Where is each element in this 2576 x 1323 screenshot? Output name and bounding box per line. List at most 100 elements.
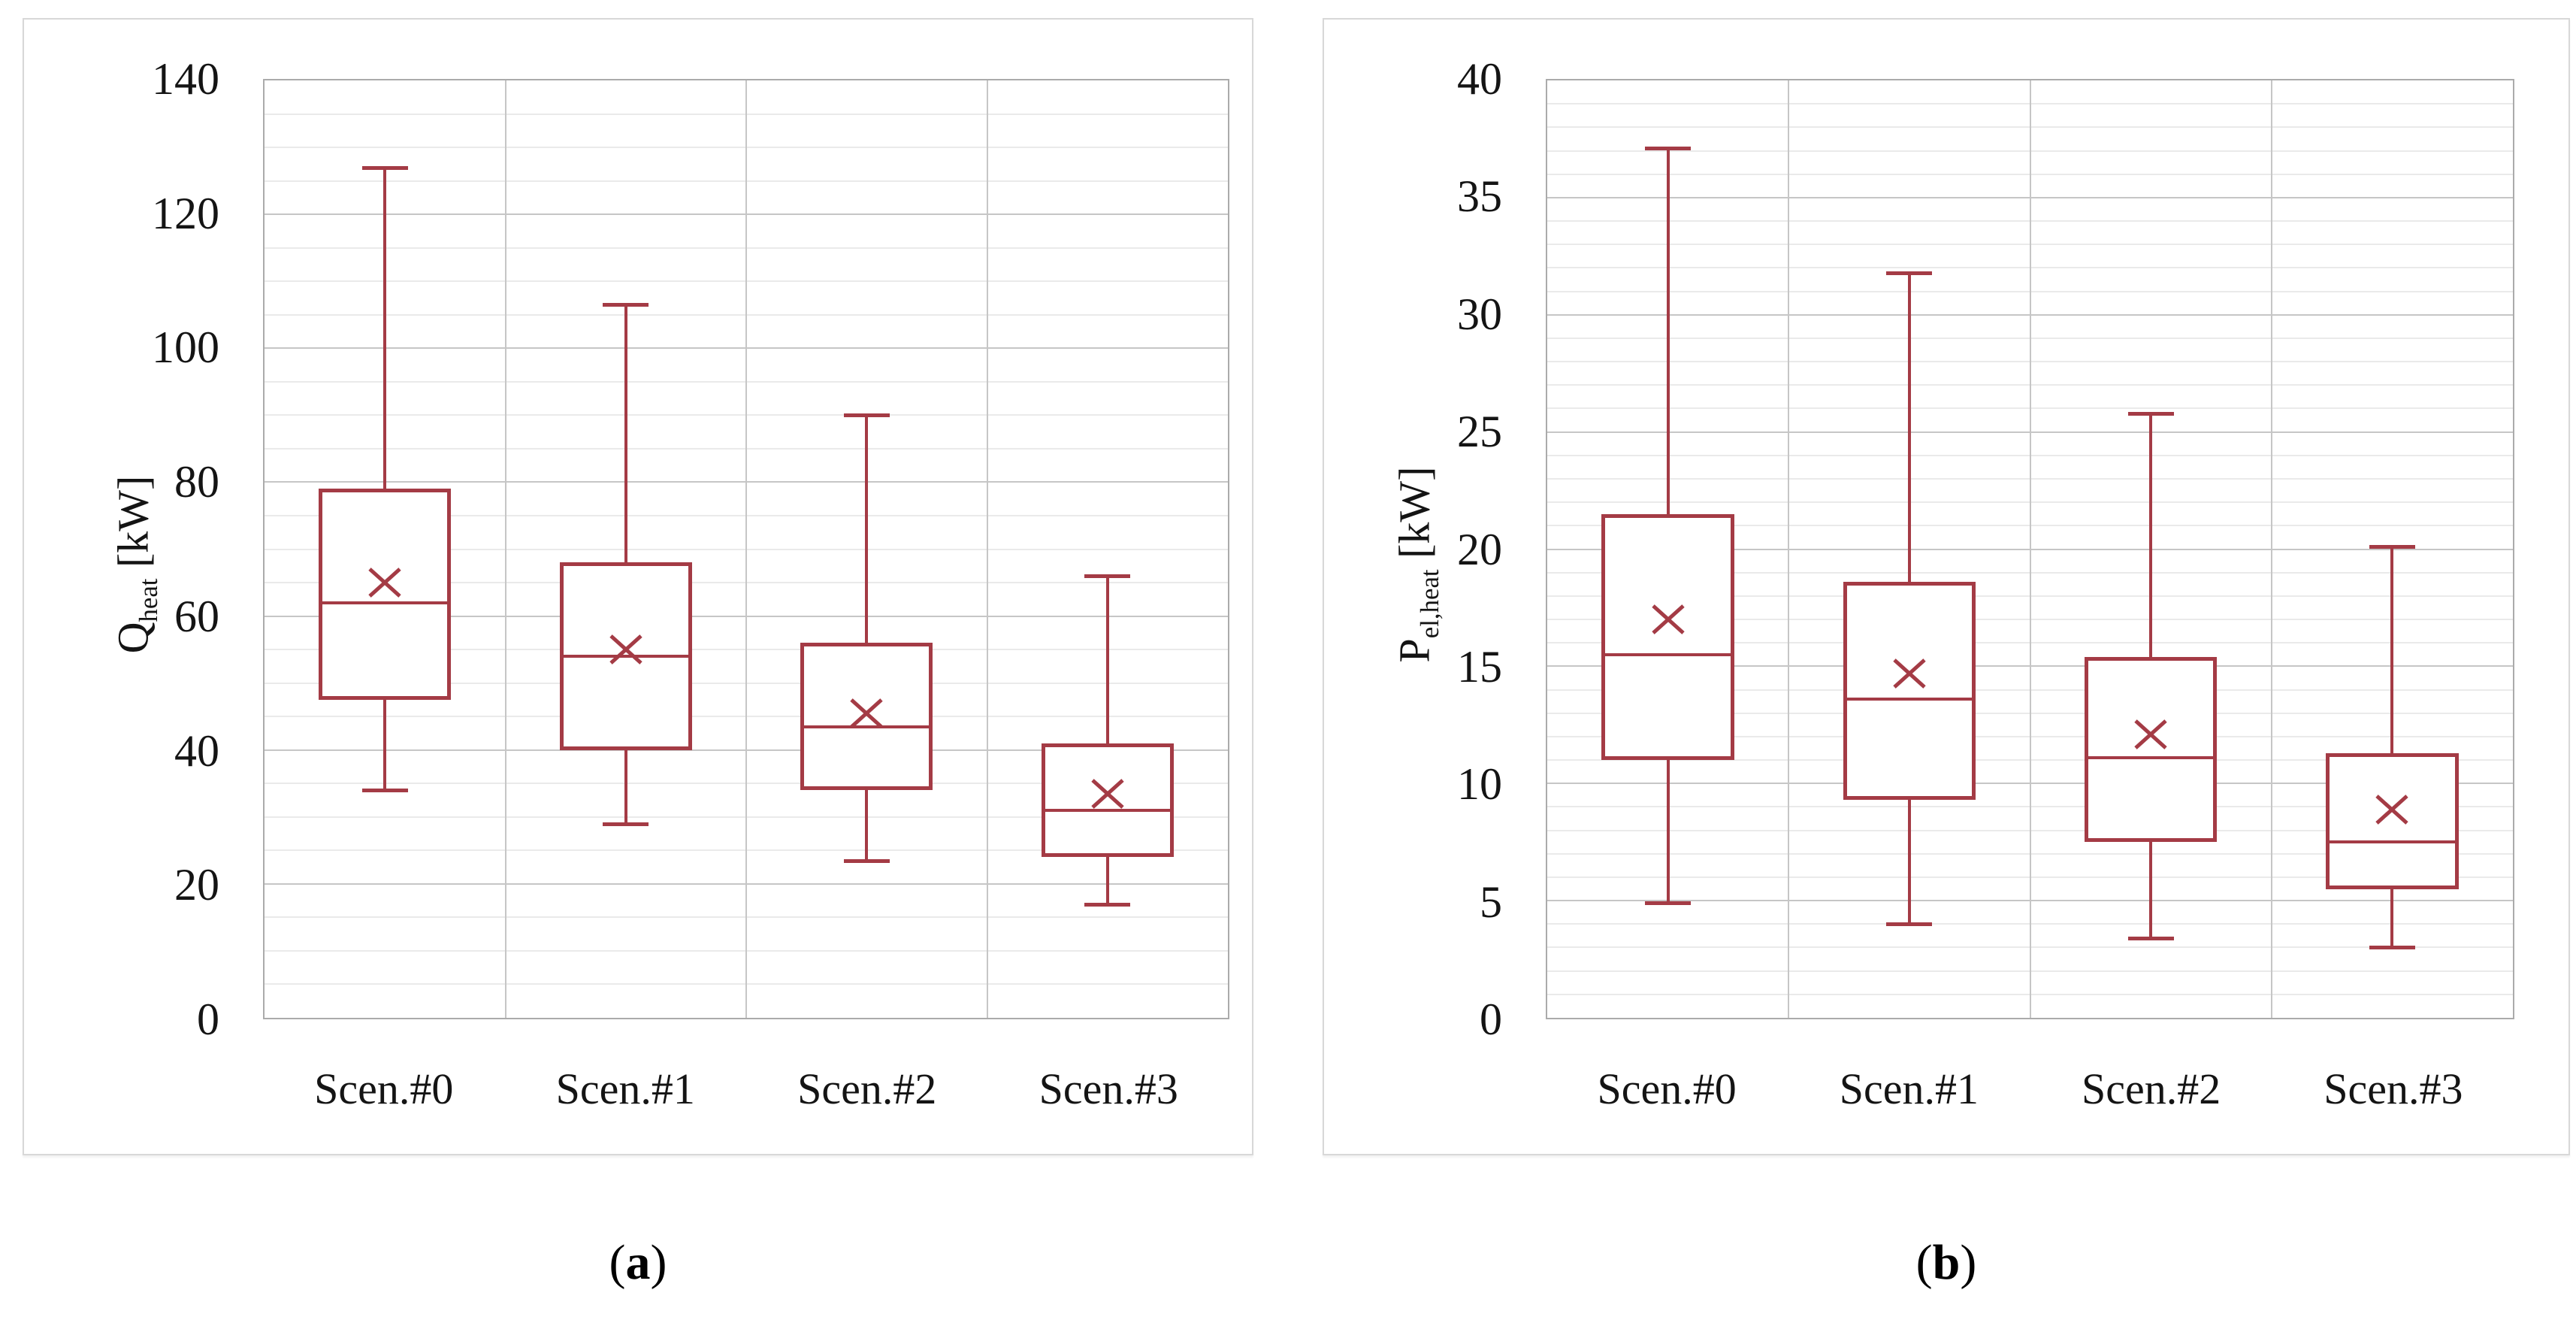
y-tick-label: 20 (1457, 524, 1502, 574)
y-tick-label: 5 (1480, 876, 1502, 927)
whisker-upper-stem (865, 415, 869, 643)
whisker-lower-stem (2390, 889, 2394, 948)
boxplot-box-0 (1601, 513, 1734, 761)
whisker-upper-stem (1666, 148, 1670, 514)
y-tick-label: 100 (152, 322, 219, 373)
whisker-upper-stem (2390, 546, 2394, 753)
mean-x-marker (365, 565, 404, 604)
whisker-upper-cap (603, 303, 649, 307)
mean-x-marker (1088, 777, 1127, 815)
y-tick-label: 15 (1457, 641, 1502, 692)
gridline-vertical (2270, 80, 2272, 1018)
median-line (2326, 840, 2459, 844)
y-tick-label: 30 (1457, 289, 1502, 339)
chart-panel-a: Qheat [kW] 140 120 100 80 60 40 20 0 Scen.#0 Scen… (23, 18, 1253, 1155)
mean-x-marker (2131, 717, 2170, 755)
whisker-upper-cap (1084, 574, 1131, 579)
chart-panel-b: Pel,heat [kW] 40 35 30 25 20 15 10 5 0 Scen.#0 Sce… (1323, 18, 2570, 1155)
whisker-upper-cap (361, 165, 408, 170)
x-tick-label: Scen.#0 (1597, 1064, 1737, 1113)
y-tick-label: 120 (152, 188, 219, 238)
caption-letter: a (625, 1235, 651, 1290)
mean-x-marker (1890, 656, 1929, 695)
whisker-upper-cap (2369, 545, 2415, 549)
caption-paren: ( (1915, 1235, 1933, 1290)
mean-x-marker (1649, 602, 1688, 640)
whisker-upper-stem (1105, 576, 1109, 743)
whisker-lower-stem (1666, 760, 1670, 904)
whisker-lower-cap (843, 858, 890, 863)
whisker-lower-cap (361, 789, 408, 793)
median-line (1843, 698, 1976, 701)
whisker-lower-cap (1645, 901, 1692, 906)
gridline-vertical (986, 80, 988, 1018)
whisker-lower-stem (865, 790, 869, 861)
plot-area-a (263, 79, 1229, 1019)
y-tick-label: 80 (174, 457, 219, 507)
gridline-vertical (1788, 80, 1790, 1018)
boxplot-box-2 (800, 643, 933, 791)
caption-paren: ( (609, 1235, 626, 1290)
caption-paren: ) (650, 1235, 667, 1290)
whisker-upper-stem (624, 304, 627, 563)
whisker-lower-stem (1907, 800, 1911, 925)
y-tick-label: 40 (1457, 54, 1502, 104)
median-line (1041, 808, 1174, 812)
whisker-lower-cap (2127, 937, 2174, 940)
x-tick-label: Scen.#3 (1039, 1064, 1178, 1113)
x-tick-label: Scen.#0 (314, 1064, 454, 1113)
whisker-upper-cap (2127, 411, 2174, 416)
caption-a: (a) (23, 1233, 1253, 1293)
gridline-vertical (2029, 80, 2031, 1018)
whisker-upper-cap (1645, 147, 1692, 151)
median-line (559, 655, 692, 658)
caption-paren: ) (1960, 1235, 1977, 1290)
y-tick-label: 25 (1457, 407, 1502, 457)
mean-x-marker (606, 632, 646, 671)
whisker-lower-stem (1105, 857, 1109, 904)
y-tick-label: 140 (152, 54, 219, 104)
whisker-upper-stem (383, 167, 387, 489)
whisker-lower-cap (1084, 902, 1131, 907)
whisker-lower-stem (383, 699, 387, 791)
whisker-upper-cap (843, 413, 890, 418)
caption-letter: b (1932, 1235, 1961, 1290)
whisker-upper-stem (1907, 272, 1911, 583)
y-tick-label: 20 (174, 860, 219, 910)
caption-b: (b) (1323, 1233, 2570, 1293)
boxplot-box-2 (2084, 656, 2218, 843)
y-tick-label: 60 (174, 591, 219, 641)
whisker-lower-cap (603, 822, 649, 826)
boxplot-box-3 (1041, 743, 1174, 858)
x-tick-label: Scen.#3 (2324, 1064, 2463, 1113)
boxplot-box-0 (319, 489, 452, 700)
y-tick-label: 0 (1480, 995, 1502, 1044)
median-line (1601, 652, 1734, 656)
whisker-lower-cap (1886, 922, 1933, 927)
boxplot-box-1 (1843, 582, 1976, 801)
x-tick-label: Scen.#1 (1839, 1064, 1979, 1113)
whisker-lower-cap (2369, 946, 2415, 950)
x-tick-label: Scen.#2 (797, 1064, 937, 1113)
boxplot-box-3 (2326, 752, 2459, 889)
median-line (319, 601, 452, 604)
gridline-vertical (745, 80, 747, 1018)
mean-x-marker (2372, 792, 2411, 831)
whisker-lower-stem (2149, 842, 2153, 938)
y-axis-title-subscript: el,heat (1415, 569, 1445, 639)
y-tick-label: 40 (174, 725, 219, 776)
y-tick-label: 10 (1457, 759, 1502, 810)
x-tick-label: Scen.#1 (555, 1064, 695, 1113)
median-line (2084, 755, 2218, 759)
median-line (800, 725, 933, 728)
gridline-vertical (504, 80, 506, 1018)
y-tick-label: 0 (197, 995, 219, 1044)
mean-x-marker (847, 696, 886, 734)
x-tick-label: Scen.#2 (2082, 1064, 2221, 1113)
whisker-upper-stem (2149, 413, 2153, 657)
plot-area-b (1546, 79, 2514, 1019)
whisker-upper-cap (1886, 271, 1933, 275)
whisker-lower-stem (624, 749, 627, 824)
y-tick-label: 35 (1457, 171, 1502, 222)
